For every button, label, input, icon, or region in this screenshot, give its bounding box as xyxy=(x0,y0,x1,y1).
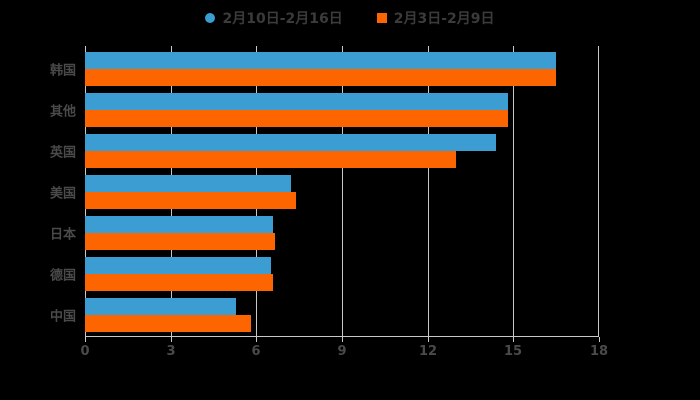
x-axis-tick-2 xyxy=(256,337,257,342)
plot-area xyxy=(85,46,599,336)
legend-item-series-2[interactable]: 2月3日-2月9日 xyxy=(376,8,495,28)
y-axis-labels: 韩国 其他 英国 美国 日本 德国 中国 xyxy=(0,46,76,336)
y-axis-label-4: 日本 xyxy=(49,227,76,243)
bar-中国-series-1[interactable] xyxy=(85,298,237,315)
gridline-15 xyxy=(513,46,514,336)
gridline-9 xyxy=(342,46,343,336)
bar-韩国-series-2[interactable] xyxy=(85,69,557,86)
bar-美国-series-1[interactable] xyxy=(85,175,291,192)
bar-其他-series-1[interactable] xyxy=(85,93,508,110)
circle-marker-icon xyxy=(205,13,216,23)
bar-其他-series-2[interactable] xyxy=(85,110,508,127)
legend-label-series-1: 2月10日-2月16日 xyxy=(222,11,343,27)
x-axis-tick-5 xyxy=(513,337,514,342)
x-axis-tick-label-6: 18 xyxy=(589,344,609,359)
chart-legend: 2月10日-2月16日 2月3日-2月9日 xyxy=(0,8,700,28)
square-marker-icon xyxy=(376,13,387,23)
y-axis-label-3: 美国 xyxy=(49,186,76,202)
x-axis-tick-1 xyxy=(171,337,172,342)
y-axis-label-6: 中国 xyxy=(49,309,76,325)
bar-德国-series-1[interactable] xyxy=(85,257,271,274)
legend-item-series-1[interactable]: 2月10日-2月16日 xyxy=(205,8,343,28)
x-axis-tick-label-1: 3 xyxy=(166,344,176,359)
bar-中国-series-2[interactable] xyxy=(85,315,251,332)
x-axis-tick-label-2: 6 xyxy=(251,344,261,359)
x-axis-tick-label-0: 0 xyxy=(80,344,90,359)
bar-日本-series-1[interactable] xyxy=(85,216,274,233)
x-axis-tick-3 xyxy=(342,337,343,342)
x-axis-tick-label-4: 12 xyxy=(418,344,438,359)
x-axis-line xyxy=(85,336,599,337)
bar-英国-series-1[interactable] xyxy=(85,134,497,151)
y-axis-label-2: 英国 xyxy=(49,145,76,161)
x-axis-tick-0 xyxy=(85,337,86,342)
bar-德国-series-2[interactable] xyxy=(85,274,274,291)
y-axis-label-1: 其他 xyxy=(49,104,76,120)
y-axis-label-0: 韩国 xyxy=(49,63,76,79)
gridline-12 xyxy=(428,46,429,336)
x-axis-tick-label-3: 9 xyxy=(337,344,347,359)
bar-韩国-series-1[interactable] xyxy=(85,52,557,69)
bar-美国-series-2[interactable] xyxy=(85,192,297,209)
gridline-18 xyxy=(598,46,599,336)
bar-日本-series-2[interactable] xyxy=(85,233,275,250)
x-axis-tick-4 xyxy=(428,337,429,342)
x-axis-tick-label-5: 15 xyxy=(503,344,523,359)
legend-label-series-2: 2月3日-2月9日 xyxy=(393,11,495,27)
y-axis-label-5: 德国 xyxy=(49,268,76,284)
bar-英国-series-2[interactable] xyxy=(85,151,457,168)
x-axis-tick-6 xyxy=(599,337,600,342)
